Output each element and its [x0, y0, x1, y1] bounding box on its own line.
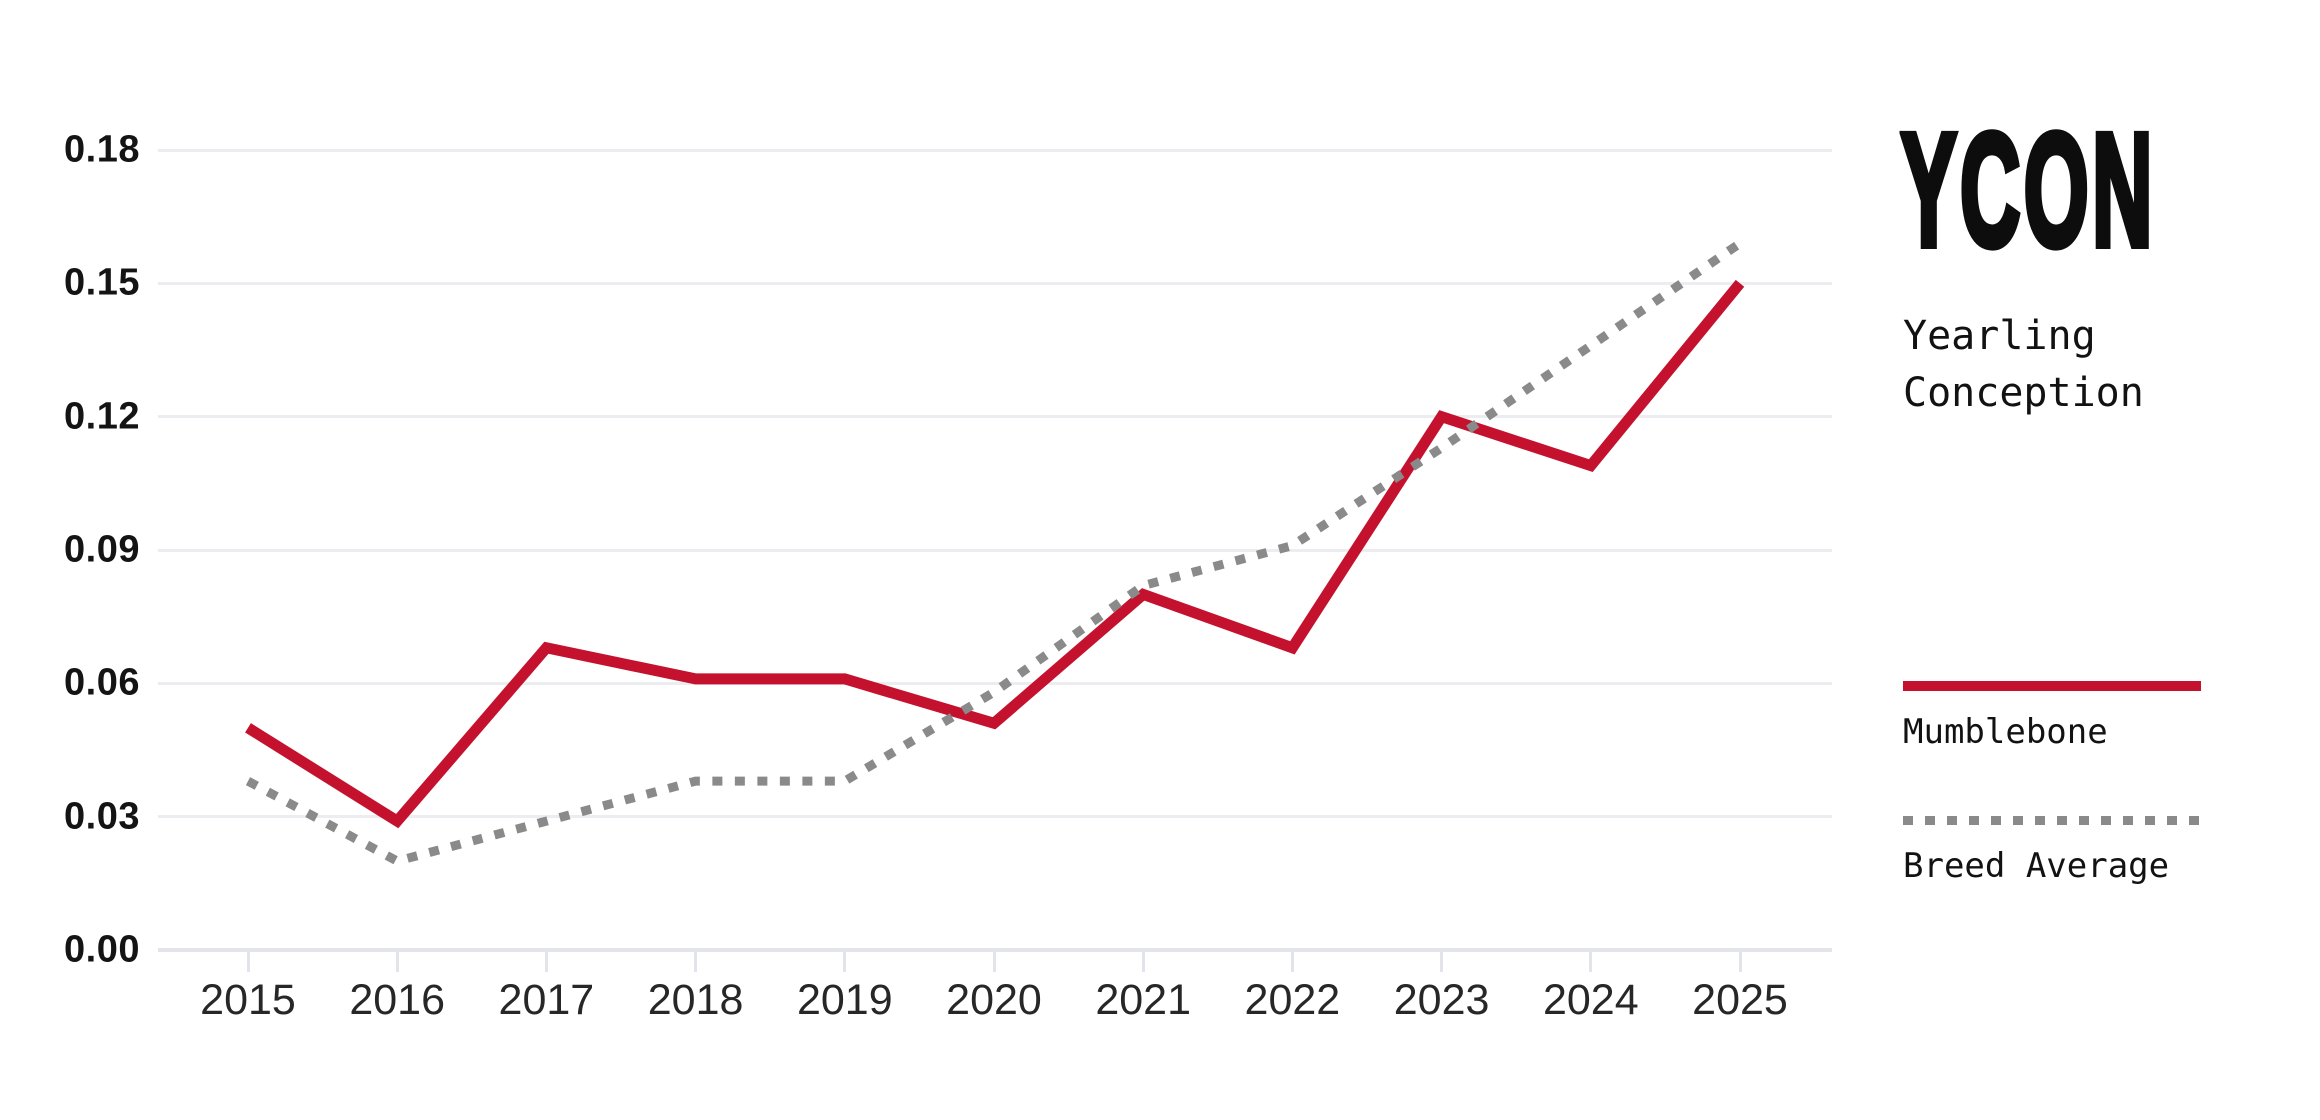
- y-tick-label: 0.18: [64, 128, 140, 171]
- subtitle-line-2: Conception: [1903, 370, 2144, 416]
- x-tick-label: 2018: [647, 976, 744, 1024]
- x-tick-label: 2022: [1244, 976, 1341, 1024]
- x-tick-mark: [544, 952, 548, 972]
- subtitle-line-1: Yearling: [1903, 313, 2096, 359]
- x-tick-mark: [1738, 952, 1742, 972]
- x-tick-mark: [1141, 952, 1145, 972]
- x-tick-label: 2025: [1692, 976, 1788, 1024]
- x-tick-label: 2017: [498, 976, 595, 1024]
- y-tick-label: 0.03: [64, 795, 140, 838]
- x-tick-mark: [1290, 952, 1294, 972]
- legend-label-breed-average: Breed Average: [1903, 846, 2170, 886]
- chart-subtitle: Yearling Conception: [1903, 308, 2144, 422]
- x-tick-label: 2023: [1393, 976, 1490, 1024]
- x-tick-mark: [843, 952, 847, 972]
- y-tick-label: 0.12: [64, 395, 140, 438]
- x-tick-label: 2015: [200, 976, 296, 1024]
- x-tick-label: 2016: [349, 976, 446, 1024]
- x-tick-label: 2019: [796, 976, 893, 1024]
- x-tick-mark: [1440, 952, 1444, 972]
- breed-average-line: [245, 239, 1743, 866]
- gridline-0.03: [158, 815, 1832, 819]
- logo-ycon: YCON: [1899, 100, 2156, 279]
- legend-item-mumblebone: Mumblebone: [1903, 681, 2203, 752]
- x-tick-label: 2021: [1095, 976, 1192, 1024]
- gridline-0.06: [158, 681, 1832, 685]
- mumblebone-line-swatch: [1903, 681, 2201, 691]
- y-tick-label: 0.00: [64, 928, 140, 971]
- gridline-0.18: [158, 148, 1832, 152]
- breed-average-line-swatch: [1903, 816, 2201, 825]
- mumblebone-line: [245, 279, 1745, 829]
- gridline-0.09: [158, 548, 1832, 552]
- x-tick-mark: [395, 952, 399, 972]
- x-tick-label: 2020: [946, 976, 1042, 1024]
- x-tick-label: 2024: [1542, 976, 1639, 1024]
- x-tick-mark: [992, 952, 996, 972]
- gridline-0.12: [158, 415, 1832, 419]
- y-tick-label: 0.09: [64, 528, 140, 571]
- legend-label-mumblebone: Mumblebone: [1903, 712, 2108, 752]
- x-axis-line: [158, 948, 1832, 952]
- legend-item-breed-average: Breed Average: [1903, 816, 2203, 886]
- x-tick-mark: [694, 952, 698, 972]
- x-tick-mark: [246, 952, 250, 972]
- gridline-0.15: [158, 281, 1832, 285]
- y-tick-label: 0.06: [64, 661, 140, 704]
- x-tick-mark: [1589, 952, 1593, 972]
- y-tick-label: 0.15: [64, 261, 140, 304]
